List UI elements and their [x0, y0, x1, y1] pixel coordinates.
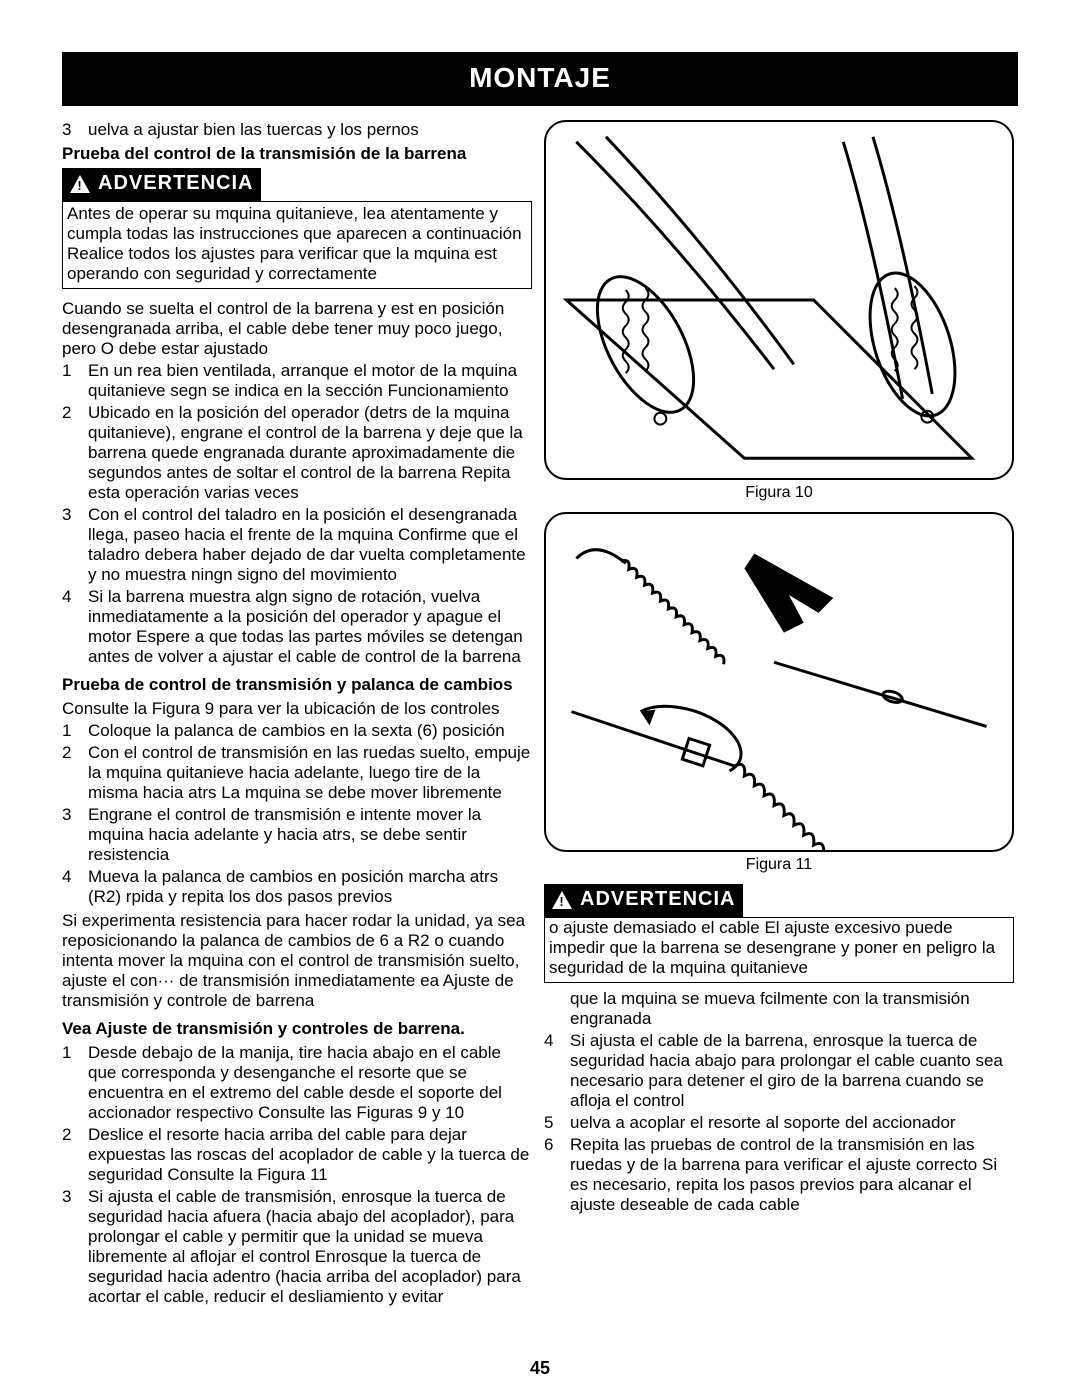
- paragraph-resistance: Si experimenta resistencia para hacer ro…: [62, 911, 532, 1011]
- right-column: Figura 10: [544, 120, 1014, 1311]
- step-number: 3: [62, 805, 88, 865]
- paragraph-see-fig9: Consulte la Figura 9 para ver la ubicaci…: [62, 699, 532, 719]
- continuation-line: que la mquina se mueva fcilmente con la …: [544, 989, 1014, 1029]
- heading-ajuste: Vea Ajuste de transmisión y controles de…: [62, 1019, 532, 1039]
- step-text: Coloque la palanca de cambios en la sext…: [88, 721, 532, 741]
- paragraph-cable-play: Cuando se suelta el control de la barren…: [62, 299, 532, 359]
- figure-10-caption: Figura 10: [544, 484, 1014, 502]
- step-number: 2: [62, 1125, 88, 1185]
- warning-bar: ! ADVERTENCIA: [544, 884, 743, 917]
- step-text: Repita las pruebas de control de la tran…: [570, 1135, 1014, 1215]
- step-number: 3: [62, 1187, 88, 1307]
- warning-body: Antes de operar su mquina quitanieve, le…: [62, 201, 532, 289]
- step-text: Si ajusta el cable de la barrena, enrosq…: [570, 1031, 1014, 1111]
- step-text: Desde debajo de la manija, tire hacia ab…: [88, 1043, 532, 1123]
- figure-11-box: [544, 512, 1014, 852]
- left-column: 3 uelva a ajustar bien las tuercas y los…: [62, 120, 532, 1311]
- step-text: En un rea bien ventilada, arranque el mo…: [88, 361, 532, 401]
- svg-text:!: !: [77, 178, 82, 193]
- top-step-3: 3 uelva a ajustar bien las tuercas y los…: [62, 120, 532, 140]
- step-number: 6: [544, 1135, 570, 1215]
- warning-body: o ajuste demasiado el cable El ajuste ex…: [544, 917, 1014, 983]
- figure-10-box: [544, 120, 1014, 480]
- step-text: Con el control de transmisión en las rue…: [88, 743, 532, 803]
- svg-text:!: !: [559, 894, 564, 909]
- warning-label: ADVERTENCIA: [580, 888, 735, 911]
- page-number: 45: [0, 1358, 1080, 1379]
- step-text: uelva a ajustar bien las tuercas y los p…: [88, 120, 532, 140]
- warning-block-2: ! ADVERTENCIA o ajuste demasiado el cabl…: [544, 884, 1014, 983]
- step-number: 3: [62, 120, 88, 140]
- warning-triangle-icon: !: [552, 891, 572, 909]
- step-text: Ubicado en la posición del operador (det…: [88, 403, 532, 503]
- list-ajuste: 1Desde debajo de la manija, tire hacia a…: [62, 1043, 532, 1307]
- heading-prueba-transmision: Prueba de control de transmisión y palan…: [62, 675, 532, 695]
- list-right-steps: 4Si ajusta el cable de la barrena, enros…: [544, 1031, 1014, 1215]
- step-text: Engrane el control de transmisión e inte…: [88, 805, 532, 865]
- step-text: Si ajusta el cable de transmisión, enros…: [88, 1187, 532, 1307]
- step-text: Deslice el resorte hacia arriba del cabl…: [88, 1125, 532, 1185]
- warning-triangle-icon: !: [70, 175, 90, 193]
- step-text: Con el control del taladro en la posició…: [88, 505, 532, 585]
- step-text: Si la barrena muestra algn signo de rota…: [88, 587, 532, 667]
- figure-10-illustration: [546, 122, 1012, 478]
- step-number: 3: [62, 505, 88, 585]
- step-number: 1: [62, 361, 88, 401]
- step-number: 2: [62, 403, 88, 503]
- step-number: 1: [62, 721, 88, 741]
- page-header: MONTAJE: [62, 52, 1018, 106]
- warning-block-1: ! ADVERTENCIA Antes de operar su mquina …: [62, 168, 532, 289]
- figure-11-illustration: [546, 514, 1012, 850]
- list-prueba-transmision: 1Coloque la palanca de cambios en la sex…: [62, 721, 532, 907]
- list-prueba-barrena: 1En un rea bien ventilada, arranque el m…: [62, 361, 532, 667]
- warning-bar: ! ADVERTENCIA: [62, 168, 261, 201]
- step-text: uelva a acoplar el resorte al soporte de…: [570, 1113, 1014, 1133]
- step-number: 4: [544, 1031, 570, 1111]
- step-number: 2: [62, 743, 88, 803]
- step-number: 1: [62, 1043, 88, 1123]
- step-number: 4: [62, 867, 88, 907]
- figure-11-caption: Figura 11: [544, 856, 1014, 874]
- step-number: 4: [62, 587, 88, 667]
- heading-prueba-barrena: Prueba del control de la transmisión de …: [62, 144, 532, 164]
- warning-label: ADVERTENCIA: [98, 172, 253, 195]
- step-text: Mueva la palanca de cambios en posición …: [88, 867, 532, 907]
- step-number: 5: [544, 1113, 570, 1133]
